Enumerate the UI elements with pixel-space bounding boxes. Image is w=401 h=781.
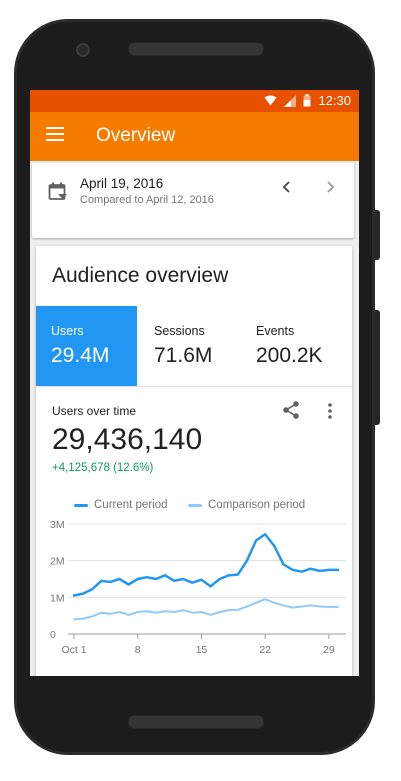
users-line-chart: 0 1M 2M 3M Oct 1 8 15 22 29 (50, 519, 346, 656)
legend-swatch (188, 503, 202, 507)
metric-value: 29.4M (51, 344, 110, 367)
legend-swatch (74, 503, 88, 507)
series-line-comparison (73, 598, 339, 621)
metric-value: 200.2K (256, 344, 323, 367)
metric-tab-users[interactable]: Users 29.4M (36, 306, 137, 386)
screen: 12:30 Overview April 19, 2016 Compared t… (30, 90, 359, 676)
series-line-current (72, 533, 340, 597)
legend-label: Current period (94, 499, 168, 511)
app-bar: Overview (30, 112, 359, 161)
comparison-date: Compared to April 12, 2016 (80, 194, 214, 206)
wifi-icon (264, 95, 277, 106)
metric-value: 71.6M (154, 344, 213, 367)
app-title: Overview (96, 125, 176, 146)
y-tick-label: 2M (50, 556, 65, 568)
chevron-left-icon[interactable] (278, 177, 296, 197)
total-users: 29,436,140 (52, 423, 203, 456)
legend-label: Comparison period (208, 499, 306, 511)
menu-icon[interactable] (46, 127, 64, 141)
battery-icon (303, 94, 311, 107)
x-tick-label: Oct 1 (61, 644, 86, 656)
metric-tab-sessions[interactable]: Sessions 71.6M (139, 306, 241, 386)
share-icon[interactable] (281, 400, 301, 420)
y-tick-label: 3M (50, 519, 65, 531)
chevron-right-icon[interactable] (321, 177, 339, 197)
divider (36, 386, 352, 387)
metric-label: Sessions (154, 324, 205, 338)
section-label: Users over time (52, 404, 137, 418)
status-time: 12:30 (318, 93, 351, 108)
legend-current: Current period (74, 498, 168, 512)
legend-comparison: Comparison period (188, 498, 305, 512)
card-title: Audience overview (52, 264, 229, 287)
x-tick-label: 22 (259, 644, 271, 656)
metric-label: Events (256, 324, 295, 338)
date-selector[interactable]: April 19, 2016 Compared to April 12, 201… (32, 163, 354, 238)
y-tick-label: 0 (50, 629, 56, 641)
y-tick-label: 1M (50, 592, 65, 604)
more-vert-icon[interactable] (326, 402, 334, 420)
calendar-icon (48, 182, 67, 200)
metric-tab-events[interactable]: Events 200.2K (241, 306, 352, 386)
metric-label: Users (51, 324, 84, 338)
power-button (375, 210, 380, 260)
x-tick-label: 29 (323, 644, 335, 656)
x-tick-label: 8 (135, 644, 141, 656)
audience-overview-card: Audience overview Users 29.4M Sessions 7… (36, 246, 352, 676)
selected-date: April 19, 2016 (80, 176, 164, 191)
status-bar: 12:30 (30, 90, 359, 112)
top-speaker (128, 42, 264, 56)
signal-icon (284, 94, 297, 107)
x-tick-label: 15 (196, 644, 208, 656)
volume-button (375, 310, 380, 425)
front-camera (76, 43, 90, 57)
bottom-speaker (128, 715, 264, 729)
change-indicator: +4,125,678 (12.6%) (52, 462, 154, 474)
